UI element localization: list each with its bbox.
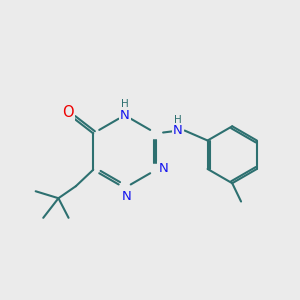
Text: N: N	[122, 190, 131, 203]
Text: O: O	[62, 105, 74, 120]
Text: N: N	[120, 109, 130, 122]
Text: N: N	[158, 162, 168, 175]
Text: N: N	[173, 124, 183, 137]
Text: H: H	[174, 115, 182, 125]
Text: H: H	[121, 99, 129, 109]
